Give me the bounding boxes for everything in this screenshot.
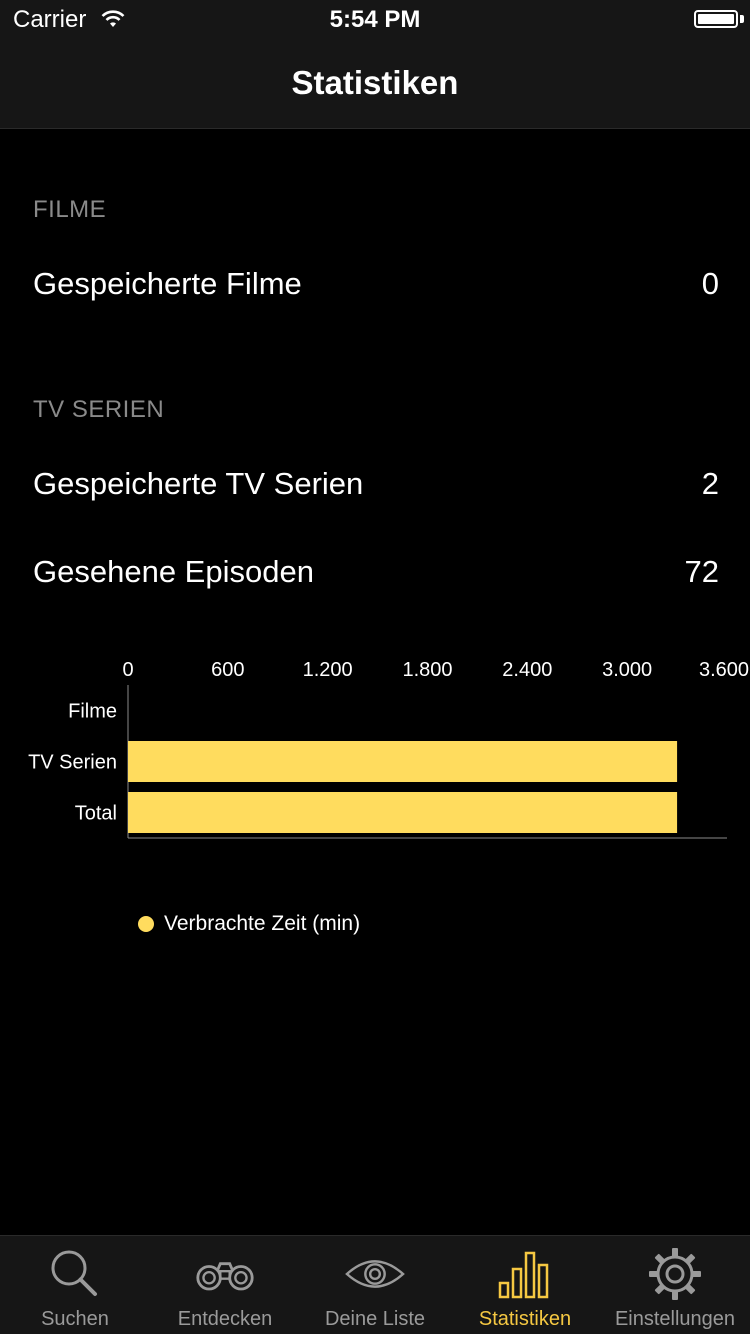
x-tick-label: 3.000 bbox=[602, 659, 652, 681]
row-watched-episodes-label: Gesehene Episoden bbox=[33, 554, 314, 589]
category-label: Filme bbox=[68, 701, 117, 723]
tab-your-list[interactable]: Deine Liste bbox=[300, 1236, 450, 1334]
row-saved-movies-value: 0 bbox=[701, 266, 719, 301]
x-tick-label: 1.800 bbox=[402, 659, 452, 681]
row-watched-episodes-value: 72 bbox=[684, 554, 719, 589]
bar-chart: 0 600 1.200 1.800 2.400 3.000 3.600 Filme TV Ser… bbox=[28, 659, 749, 839]
battery-icon bbox=[694, 10, 738, 28]
tab-settings-label: Einstellungen bbox=[614, 1308, 736, 1330]
tab-your-list-label: Deine Liste bbox=[324, 1308, 426, 1330]
page-title: Statistiken bbox=[291, 64, 459, 101]
tab-settings[interactable]: Einstellungen bbox=[600, 1236, 750, 1334]
time-spent-chart: 0 600 1.200 1.800 2.400 3.000 3.600 Filme TV Ser… bbox=[0, 640, 750, 960]
wifi-icon bbox=[101, 10, 125, 27]
category-label: TV Serien bbox=[28, 752, 117, 774]
bar-chart-icon bbox=[495, 1246, 555, 1302]
row-saved-tv-value: 2 bbox=[701, 466, 719, 501]
gear-icon bbox=[645, 1246, 705, 1302]
tab-discover-label: Entdecken bbox=[177, 1308, 273, 1330]
status-time: 5:54 PM bbox=[329, 6, 421, 33]
search-icon bbox=[45, 1246, 105, 1302]
x-tick-label: 2.400 bbox=[502, 659, 552, 681]
bar-tv-serien bbox=[128, 741, 678, 782]
category-label: Total bbox=[75, 803, 117, 825]
x-tick-label: 0 bbox=[122, 659, 133, 681]
row-saved-movies-label: Gespeicherte Filme bbox=[33, 266, 302, 301]
battery-tip bbox=[740, 15, 744, 23]
tab-search[interactable]: Suchen bbox=[0, 1236, 150, 1334]
tab-discover[interactable]: Entdecken bbox=[150, 1236, 300, 1334]
tab-statistics-label: Statistiken bbox=[478, 1308, 572, 1330]
carrier-label: Carrier bbox=[13, 6, 87, 33]
binoculars-icon bbox=[195, 1246, 255, 1302]
x-tick-label: 600 bbox=[211, 659, 244, 681]
legend-color-dot bbox=[138, 916, 154, 932]
bar-total bbox=[128, 792, 678, 833]
navigation-bar: Carrier 5:54 PM Statistiken bbox=[0, 0, 750, 129]
row-saved-tv-label: Gespeicherte TV Serien bbox=[33, 466, 364, 501]
legend-label: Verbrachte Zeit (min) bbox=[164, 912, 361, 935]
tab-search-label: Suchen bbox=[41, 1308, 109, 1330]
chart-legend: Verbrachte Zeit (min) bbox=[138, 912, 360, 936]
x-tick-label: 3.600 bbox=[699, 659, 749, 681]
section-header-movies: FILME bbox=[33, 196, 107, 223]
eye-icon bbox=[345, 1246, 405, 1302]
status-bar: Carrier 5:54 PM bbox=[0, 0, 750, 40]
x-tick-label: 1.200 bbox=[303, 659, 353, 681]
tab-bar: Suchen Entdecken bbox=[0, 1235, 750, 1334]
tab-statistics[interactable]: Statistiken bbox=[450, 1236, 600, 1334]
section-header-tv: TV SERIEN bbox=[33, 396, 165, 423]
